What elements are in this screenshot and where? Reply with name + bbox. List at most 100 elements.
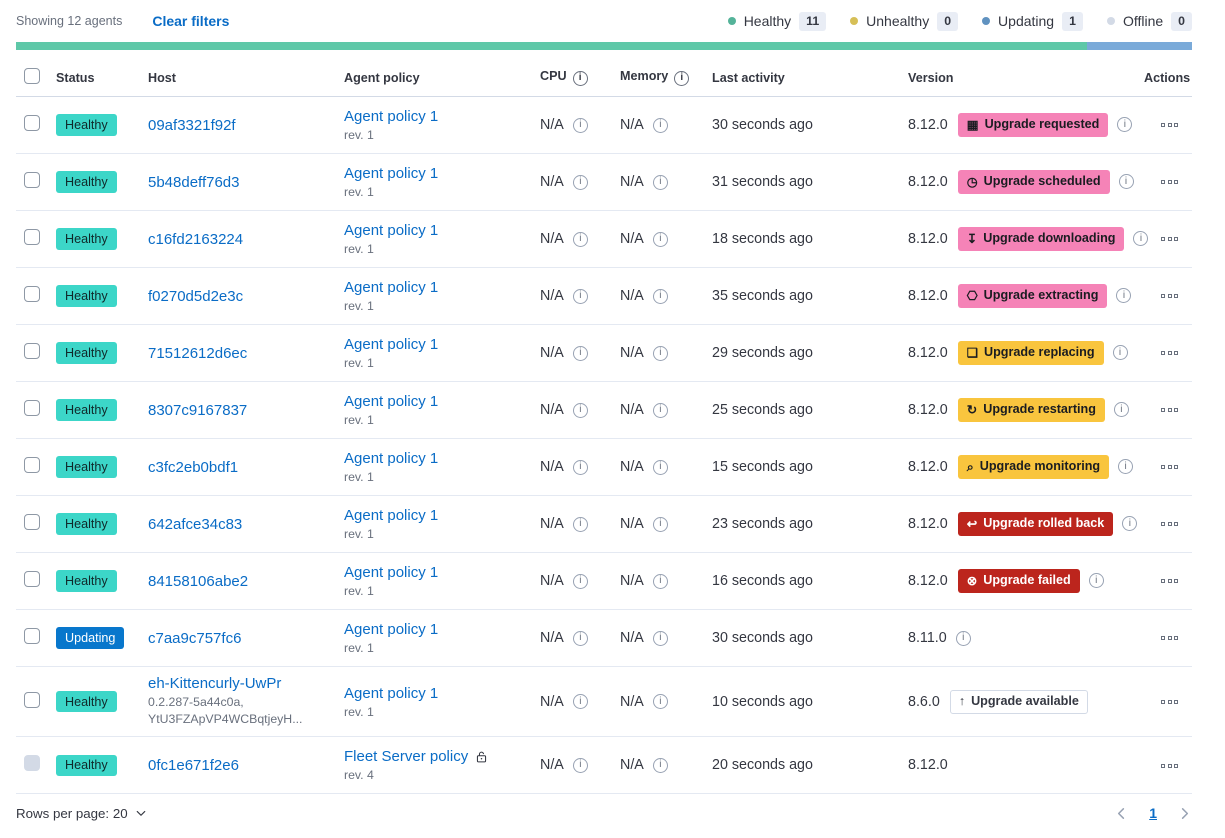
agent-policy-link[interactable]: Agent policy 1 [344, 564, 439, 581]
agent-policy-link[interactable]: Agent policy 1 [344, 621, 439, 638]
cpu-na-info-icon[interactable]: i [572, 459, 588, 475]
memory-na-info-icon[interactable]: i [652, 345, 668, 361]
upgrade-info-icon[interactable]: i [1116, 288, 1132, 304]
host-link[interactable]: 0fc1e671f2e6 [148, 756, 239, 774]
cpu-na-info-icon[interactable]: i [572, 402, 588, 418]
chevron-right-icon [1181, 807, 1189, 819]
agent-policy-link[interactable]: Agent policy 1 [344, 108, 439, 125]
memory-na-info-icon[interactable]: i [652, 459, 668, 475]
agent-policy-link[interactable]: Agent policy 1 [344, 507, 439, 524]
agent-version: 8.12.0 [908, 173, 948, 190]
row-checkbox[interactable] [24, 691, 40, 708]
memory-na-info-icon[interactable]: i [652, 402, 668, 418]
upgrade-info-icon[interactable]: i [1117, 117, 1133, 133]
row-checkbox[interactable] [24, 286, 40, 302]
upgrade-info-icon[interactable]: i [1118, 459, 1134, 475]
agent-version: 8.12.0 [908, 230, 948, 247]
select-all-checkbox[interactable] [24, 68, 40, 84]
host-link[interactable]: eh-Kittencurly-UwPr [148, 675, 282, 692]
agent-policy-link[interactable]: Agent policy 1 [344, 450, 439, 467]
clear-filters-link[interactable]: Clear filters [152, 13, 230, 29]
row-actions-button[interactable] [1157, 176, 1182, 188]
agent-count-text: Showing 12 agents [16, 14, 123, 28]
memory-na-info-icon[interactable]: i [652, 117, 668, 133]
row-checkbox[interactable] [24, 457, 40, 473]
row-checkbox[interactable] [24, 571, 40, 587]
cpu-na-info-icon[interactable]: i [572, 516, 588, 532]
row-actions-button[interactable] [1157, 347, 1182, 359]
upgrade-info-icon[interactable]: i [1112, 345, 1128, 361]
host-link[interactable]: 84158106abe2 [148, 572, 249, 590]
host-link[interactable]: 642afce34c83 [148, 515, 243, 533]
cpu-info-icon[interactable]: i [572, 70, 588, 86]
upgrade-info-icon[interactable]: i [1088, 573, 1104, 589]
upgrade-info-icon[interactable]: i [1113, 402, 1129, 418]
host-link[interactable]: c3fc2eb0bdf1 [148, 458, 239, 476]
previous-page-button[interactable] [1114, 806, 1129, 821]
row-actions-button[interactable] [1157, 518, 1182, 530]
host-link[interactable]: f0270d5d2e3c [148, 287, 244, 305]
memory-na-info-icon[interactable]: i [652, 630, 668, 646]
memory-na-info-icon[interactable]: i [652, 516, 668, 532]
host-link[interactable]: 5b48deff76d3 [148, 173, 240, 191]
row-actions-button[interactable] [1157, 119, 1182, 131]
page-number-1[interactable]: 1 [1149, 805, 1157, 822]
row-actions-button[interactable] [1157, 696, 1182, 708]
upgrade-info-icon[interactable]: i [1133, 231, 1149, 247]
memory-na-info-icon[interactable]: i [652, 573, 668, 589]
host-link[interactable]: 09af3321f92f [148, 116, 236, 134]
memory-na-info-icon[interactable]: i [652, 174, 668, 190]
upgrade-status-badge: ⊗ Upgrade failed [957, 569, 1080, 593]
agent-policy-link[interactable]: Agent policy 1 [344, 165, 439, 182]
row-actions-button[interactable] [1157, 290, 1182, 302]
table-row: Updating c7aa9c757fc6 Agent policy 1 rev… [16, 609, 1192, 667]
agent-version: 8.12.0 [908, 344, 948, 361]
cpu-na-info-icon[interactable]: i [572, 694, 588, 710]
agent-version: 8.11.0 [908, 630, 947, 646]
next-page-button[interactable] [1177, 806, 1192, 821]
memory-na-info-icon[interactable]: i [652, 288, 668, 304]
row-actions-button[interactable] [1157, 461, 1182, 473]
cpu-na-info-icon[interactable]: i [572, 174, 588, 190]
cpu-na-info-icon[interactable]: i [572, 630, 588, 646]
cpu-na-info-icon[interactable]: i [572, 288, 588, 304]
cpu-na-info-icon[interactable]: i [572, 345, 588, 361]
memory-na-info-icon[interactable]: i [652, 694, 668, 710]
row-actions-button[interactable] [1157, 404, 1182, 416]
cpu-na-info-icon[interactable]: i [572, 231, 588, 247]
agent-policy-link[interactable]: Fleet Server policy [344, 748, 469, 766]
status-dot-icon-healthy [727, 17, 736, 25]
upgrade-info-icon[interactable]: i [1122, 516, 1138, 532]
host-link[interactable]: 71512612d6ec [148, 344, 248, 362]
row-checkbox[interactable] [24, 172, 40, 188]
row-checkbox[interactable] [24, 343, 40, 359]
agent-policy-link[interactable]: Agent policy 1 [344, 279, 439, 296]
upgrade-info-icon[interactable]: i [1118, 174, 1134, 190]
last-activity-value: 35 seconds ago [712, 288, 813, 304]
agent-policy-link[interactable]: Agent policy 1 [344, 336, 439, 353]
pagination: 1 [1114, 805, 1192, 821]
row-checkbox[interactable] [24, 115, 40, 131]
row-actions-button[interactable] [1157, 233, 1182, 245]
upgrade-info-icon[interactable]: i [955, 630, 971, 646]
memory-na-info-icon[interactable]: i [652, 231, 668, 247]
host-link[interactable]: c16fd2163224 [148, 230, 244, 248]
row-actions-button[interactable] [1157, 575, 1182, 587]
row-actions-button[interactable] [1157, 760, 1182, 772]
row-actions-button[interactable] [1157, 632, 1182, 644]
rows-per-page-selector[interactable]: Rows per page: 20 [16, 806, 147, 821]
cpu-na-info-icon[interactable]: i [572, 757, 588, 773]
agent-policy-link[interactable]: Agent policy 1 [344, 684, 439, 702]
memory-na-info-icon[interactable]: i [652, 757, 668, 773]
agent-policy-link[interactable]: Agent policy 1 [344, 222, 439, 239]
row-checkbox[interactable] [24, 400, 40, 416]
cpu-na-info-icon[interactable]: i [572, 573, 588, 589]
memory-info-icon[interactable]: i [674, 70, 690, 86]
host-link[interactable]: 8307c9167837 [148, 401, 248, 419]
agent-policy-link[interactable]: Agent policy 1 [344, 393, 439, 410]
row-checkbox[interactable] [24, 229, 40, 245]
row-checkbox[interactable] [24, 514, 40, 530]
row-checkbox[interactable] [24, 628, 40, 644]
cpu-na-info-icon[interactable]: i [572, 117, 588, 133]
host-link[interactable]: c7aa9c757fc6 [148, 629, 242, 647]
